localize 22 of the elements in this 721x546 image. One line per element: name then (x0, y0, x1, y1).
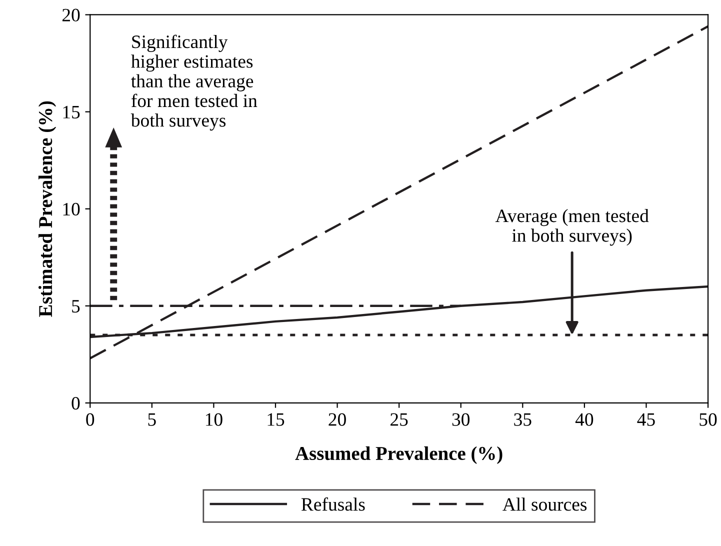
y-tick-label: 5 (72, 300, 80, 313)
y-tick-label: 10 (63, 202, 80, 216)
annotation: Significantly higher estimates than the average for men tested in both surveys (130, 34, 258, 131)
x-tick-label: 50 (700, 413, 717, 426)
y-tick-label: 15 (63, 106, 80, 118)
x-tick-label: 45 (637, 413, 655, 426)
x-tick-label: 20 (328, 413, 346, 426)
x-tick-label: 15 (268, 413, 284, 426)
legend-label: All sources (502, 498, 587, 511)
x-tick-label: 30 (452, 413, 470, 426)
x-tick-label: 5 (148, 413, 156, 426)
x-axis-title: Assumed Prevalence (%) (295, 446, 502, 464)
y-tick-label: 20 (62, 8, 80, 22)
x-tick-label: 0 (86, 413, 94, 426)
legend-label: Refusals (301, 497, 365, 511)
x-tick-label: 10 (206, 413, 222, 426)
x-tick-label: 25 (390, 413, 408, 426)
y-tick-label: 0 (72, 396, 80, 410)
x-tick-label: 35 (514, 413, 532, 426)
annotation: Average (men tested in both surveys) (495, 209, 649, 246)
y-axis-title: Estimated Prevalence (%) (38, 101, 56, 317)
x-tick-label: 40 (575, 413, 594, 426)
